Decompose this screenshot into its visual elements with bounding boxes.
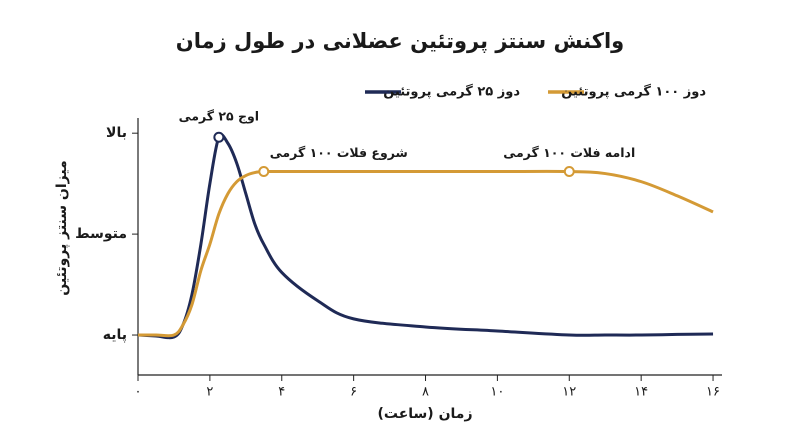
series-line <box>138 169 714 338</box>
y-tick-label: بالا <box>106 125 127 141</box>
x-tick-label: ۱۰ <box>490 385 504 400</box>
x-tick-label: ۰ <box>135 385 142 400</box>
x-tick-label: ۴ <box>278 385 285 400</box>
x-tick-label: ۱۶ <box>706 385 720 400</box>
annotation-label: شروع فلات ۱۰۰ گرمی <box>270 145 408 160</box>
series-line <box>137 133 714 340</box>
x-tick-label: ۲ <box>206 385 213 400</box>
legend-label: دوز ۲۵ گرمی پروتئین <box>383 84 520 100</box>
y-tick-label: متوسط <box>75 226 127 242</box>
x-tick-label: ۱۴ <box>634 385 648 400</box>
annotation-label: اوج ۲۵ گرمی <box>179 109 259 124</box>
legend-label: دوز ۱۰۰ گرمی پروتئین <box>561 84 706 100</box>
x-axis-label: زمان (ساعت) <box>377 406 472 422</box>
annotation-marker <box>213 131 225 143</box>
annotation-marker <box>563 166 575 178</box>
chart-title: واکنش سنتز پروتئین عضلانی در طول زمان <box>176 29 624 53</box>
annotation-label: ادامه فلات ۱۰۰ گرمی <box>503 145 635 160</box>
annotation-marker <box>258 166 270 178</box>
y-tick-label: پایه <box>103 327 127 343</box>
x-tick-label: ۸ <box>422 385 429 400</box>
x-tick-label: ۱۲ <box>562 385 576 400</box>
x-tick-label: ۶ <box>350 385 357 400</box>
y-axis-label: میزان سنتز پروتئین <box>54 160 70 295</box>
